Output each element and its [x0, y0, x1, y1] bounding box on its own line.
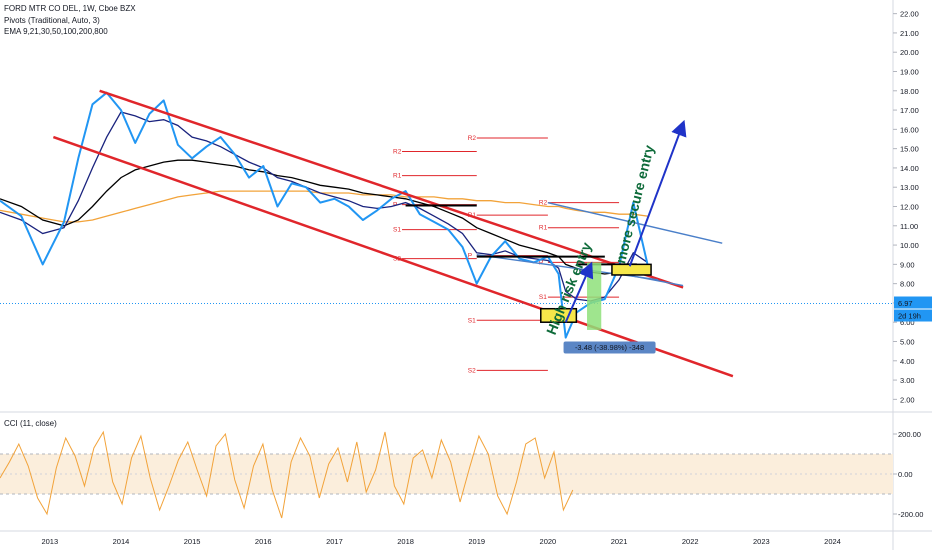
- y-tick-label: 10.00: [900, 241, 919, 250]
- y-tick-label: 14.00: [900, 164, 919, 173]
- price-badge-label: 6.97: [898, 299, 913, 308]
- y-tick-label: 22.00: [900, 10, 919, 19]
- x-tick-label: 2017: [326, 537, 343, 546]
- pivots-indicator-label: Pivots (Traditional, Auto, 3): [4, 16, 100, 25]
- ema-indicator-label: EMA 9,21,30,50,100,200,800: [4, 27, 108, 36]
- secure-entry-annotation: more secure entry: [612, 143, 657, 265]
- ema-line: [0, 190, 648, 223]
- cci-tick-label: 200.00: [898, 430, 921, 439]
- pivot-level-label: S1: [393, 227, 401, 234]
- x-tick-label: 2020: [540, 537, 557, 546]
- cci-indicator-label: CCI (11, close): [4, 419, 57, 428]
- y-tick-label: 8.00: [900, 280, 915, 289]
- measure-label: -3.48 (-38.98%) -348: [575, 343, 644, 352]
- pivot-level-label: S1: [539, 294, 547, 301]
- y-tick-label: 2.00: [900, 395, 915, 404]
- x-tick-label: 2019: [468, 537, 485, 546]
- y-tick-label: 13.00: [900, 183, 919, 192]
- measure-range: [587, 262, 602, 330]
- countdown-badge: [894, 309, 932, 322]
- pivot-level-label: S1: [468, 317, 476, 324]
- x-tick-label: 2013: [41, 537, 58, 546]
- measure-label-box: [563, 341, 656, 354]
- cci-line: [0, 430, 574, 519]
- y-tick-label: 21.00: [900, 29, 919, 38]
- x-tick-label: 2024: [824, 537, 841, 546]
- high-risk-arrow: [564, 261, 594, 323]
- y-tick-label: 15.00: [900, 145, 919, 154]
- pivot-level-label: R1: [393, 173, 402, 180]
- y-tick-label: 11.00: [900, 222, 918, 231]
- pivot-level-label: R2: [539, 200, 548, 207]
- y-tick-label: 5.00: [900, 338, 915, 347]
- y-tick-label: 9.00: [900, 260, 915, 269]
- countdown-badge-label: 2d 19h: [898, 312, 921, 321]
- y-tick-label: 18.00: [900, 87, 919, 96]
- x-tick-label: 2021: [611, 537, 628, 546]
- y-tick-label: 12.00: [900, 203, 919, 212]
- cci-tick-label: 0.00: [898, 470, 913, 479]
- secure-entry-arrow: [628, 119, 687, 267]
- x-tick-label: 2018: [397, 537, 414, 546]
- symbol-header: FORD MTR CO DEL, 1W, Cboe BZX: [4, 4, 136, 13]
- y-tick-label: 20.00: [900, 48, 919, 57]
- y-tick-label: 4.00: [900, 357, 915, 366]
- y-tick-label: 16.00: [900, 125, 919, 134]
- entry-zone-box: [611, 263, 652, 276]
- pivot-level-label: R1: [539, 225, 548, 232]
- x-tick-label: 2023: [753, 537, 770, 546]
- y-tick-label: 6.00: [900, 318, 915, 327]
- price-badge: [894, 296, 932, 309]
- x-tick-label: 2022: [682, 537, 699, 546]
- cci-tick-label: -200.00: [898, 510, 923, 519]
- pivot-level-label: R2: [468, 135, 477, 142]
- y-tick-label: 19.00: [900, 68, 919, 77]
- y-tick-label: 3.00: [900, 376, 915, 385]
- pivot-level-label: P: [468, 253, 472, 260]
- ema-line: [0, 159, 648, 275]
- x-tick-label: 2014: [113, 537, 130, 546]
- price-line: [0, 91, 649, 339]
- channel-upper-line: [99, 89, 684, 289]
- y-tick-label: 17.00: [900, 106, 919, 115]
- pivot-level-label: S2: [468, 367, 476, 374]
- x-tick-label: 2016: [255, 537, 272, 546]
- pivot-level-label: R2: [393, 149, 402, 156]
- trend-line: [547, 201, 723, 244]
- x-tick-label: 2015: [184, 537, 201, 546]
- channel-lower-line: [52, 135, 734, 378]
